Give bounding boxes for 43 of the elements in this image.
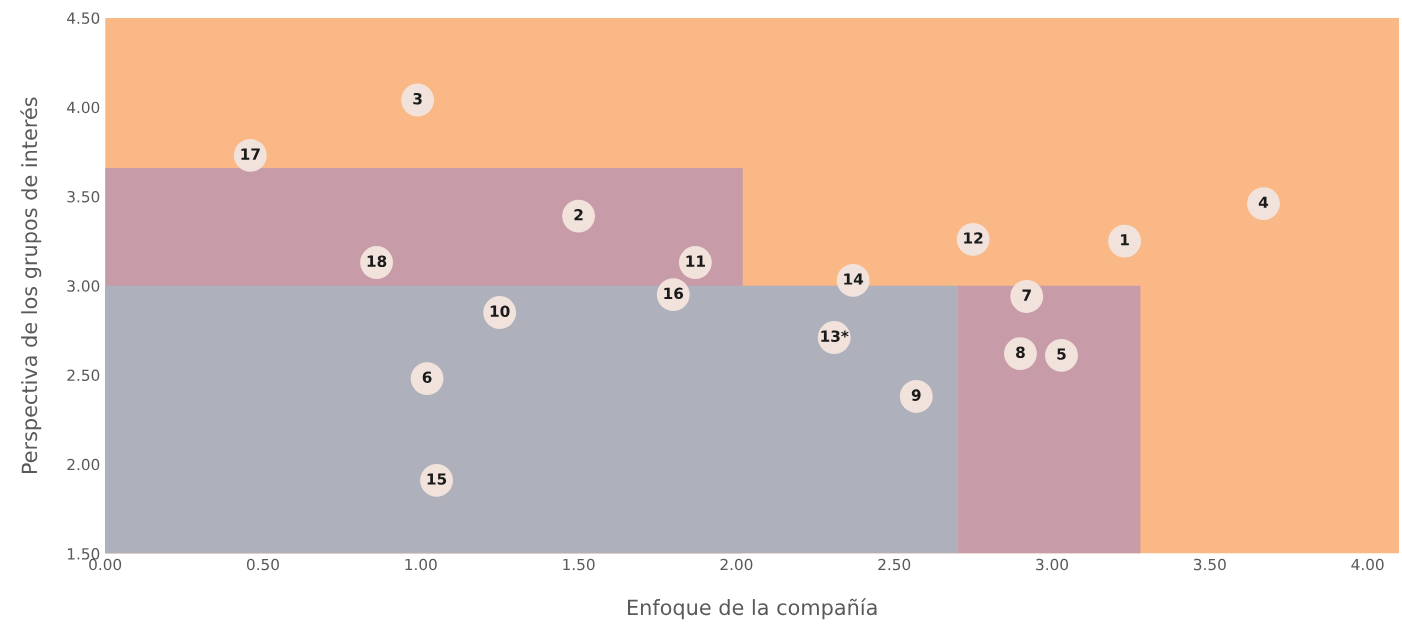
annotation: 17 <box>241 148 260 160</box>
point <box>1108 224 1142 258</box>
y-axis-title: Perspectiva de los grupos de interés <box>20 97 42 474</box>
annotation: 2 <box>574 209 583 221</box>
y-tick-label: 4.00 <box>67 101 100 114</box>
x-tick-label: 1.50 <box>563 558 595 571</box>
annotation: 11 <box>686 255 705 267</box>
annotation: 10 <box>490 305 510 317</box>
point <box>1045 338 1078 372</box>
x-tick-label: 2.50 <box>878 558 911 571</box>
x-tick-label: 4.00 <box>1351 558 1384 571</box>
y-tick-label: 2.50 <box>67 369 100 382</box>
y-tick-label: 1.50 <box>67 548 100 560</box>
x-axis-title: Enfoque de la compañía <box>628 598 877 620</box>
annotation: 4 <box>1258 196 1269 208</box>
x-tick-label: 2.00 <box>720 558 753 571</box>
x-tick-label: 3.00 <box>1036 558 1069 571</box>
annotation: 14 <box>844 273 864 285</box>
annotation: 1 <box>1121 234 1129 246</box>
y-tick-label: 2.00 <box>67 458 100 471</box>
point <box>1004 337 1037 371</box>
annotation: 13* <box>821 330 849 342</box>
x-tick-label: 1.00 <box>405 558 437 571</box>
annotation: 9 <box>911 389 921 401</box>
y-tick-label: 3.50 <box>67 190 100 203</box>
annotation: 7 <box>1022 289 1031 301</box>
annotation: 16 <box>664 287 684 300</box>
point <box>1010 280 1044 313</box>
point <box>401 83 435 117</box>
annotation: 18 <box>367 255 387 267</box>
annotation: 12 <box>964 232 983 244</box>
point <box>562 199 596 233</box>
annotation: 15 <box>427 473 447 485</box>
annotation: 6 <box>422 371 432 384</box>
point <box>1247 187 1280 221</box>
x-tick-label: 0.50 <box>246 558 279 571</box>
annotation: 5 <box>1057 348 1066 360</box>
annotation: 3 <box>413 92 422 105</box>
y-tick-label: 4.50 <box>67 12 100 24</box>
x-tick-label: 3.50 <box>1193 558 1226 571</box>
annotation: 8 <box>1016 346 1025 359</box>
y-tick-label: 3.00 <box>67 280 100 292</box>
x-tick-label: 0.00 <box>89 558 122 571</box>
